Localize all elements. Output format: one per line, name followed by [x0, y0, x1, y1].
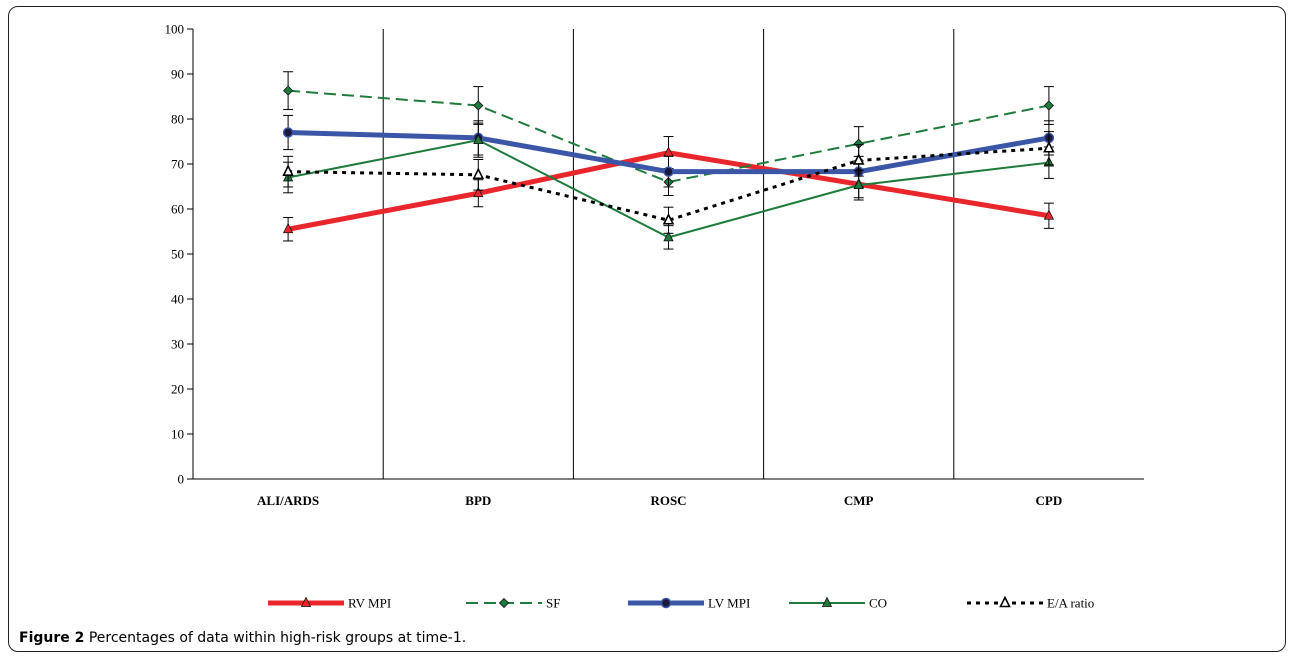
series-layer — [282, 71, 1055, 250]
sf-point — [1043, 100, 1054, 111]
e-a-ratio-point — [852, 153, 865, 165]
legend-marker-lv-mpi — [660, 597, 672, 609]
y-tick-label: 90 — [171, 67, 184, 82]
legend-marker-co — [821, 596, 833, 607]
x-category-label: ALI/ARDS — [257, 493, 319, 508]
y-tick-label: 60 — [171, 202, 184, 217]
rv-mpi-point — [473, 186, 484, 198]
y-tick-label: 20 — [171, 382, 184, 397]
e-a-ratio-line — [288, 146, 1049, 222]
y-tick-label: 10 — [171, 427, 184, 442]
lv-mpi-point — [663, 166, 674, 177]
x-category-label: ROSC — [650, 493, 686, 508]
legend-label-co: CO — [869, 596, 887, 611]
legend-label-sf: SF — [546, 596, 560, 611]
y-tick-label: 0 — [178, 472, 185, 487]
category-separators — [382, 29, 955, 479]
figure-caption: Figure 2 Percentages of data within high… — [19, 630, 466, 646]
e-a-ratio-point — [472, 167, 485, 180]
figure-frame — [8, 6, 1286, 652]
legend: RV MPI SF LV MPI CO E/A ratio — [268, 596, 1094, 611]
legend-label-rv-mpi: RV MPI — [348, 596, 391, 611]
sf-point — [283, 85, 294, 96]
y-tick-label: 80 — [171, 112, 184, 127]
legend-marker-sf — [498, 597, 510, 609]
legend-marker-rv-mpi — [300, 596, 312, 607]
lv-mpi-point — [282, 127, 294, 138]
e-a-ratio-point — [282, 164, 294, 176]
x-category-label: CPD — [1036, 493, 1063, 508]
caption-end: . — [461, 630, 467, 646]
sf-point — [473, 100, 484, 111]
sf-line — [288, 89, 1050, 183]
y-axis-ticks: 0 10 20 30 40 50 60 70 80 90 100 — [165, 22, 193, 487]
series-e-a-ratio — [282, 131, 1055, 234]
caption-label: Figure 2 — [19, 630, 85, 646]
caption-text: Percentages of data within high-risk gro… — [88, 630, 462, 646]
x-category-label: CMP — [844, 493, 874, 508]
y-tick-label: 100 — [165, 22, 185, 37]
rv-mpi-point — [1043, 209, 1055, 220]
x-category-label: BPD — [465, 493, 491, 508]
rv-mpi-point — [282, 222, 294, 234]
y-tick-label: 70 — [171, 157, 184, 172]
axes — [192, 29, 1144, 480]
co-point — [853, 178, 864, 190]
y-tick-label: 30 — [171, 337, 184, 352]
e-a-ratio-point — [662, 212, 675, 225]
y-tick-label: 40 — [171, 292, 184, 307]
legend-label-e-a-ratio: E/A ratio — [1047, 596, 1094, 611]
legend-marker-e-a-ratio — [999, 595, 1011, 608]
e-a-ratio-point — [1043, 140, 1055, 153]
y-tick-label: 50 — [171, 247, 184, 262]
co-point — [473, 133, 484, 145]
x-axis-categories: ALI/ARDS BPD ROSC CMP CPD — [257, 493, 1062, 508]
co-point — [663, 230, 674, 242]
legend-label-lv-mpi: LV MPI — [708, 596, 750, 611]
